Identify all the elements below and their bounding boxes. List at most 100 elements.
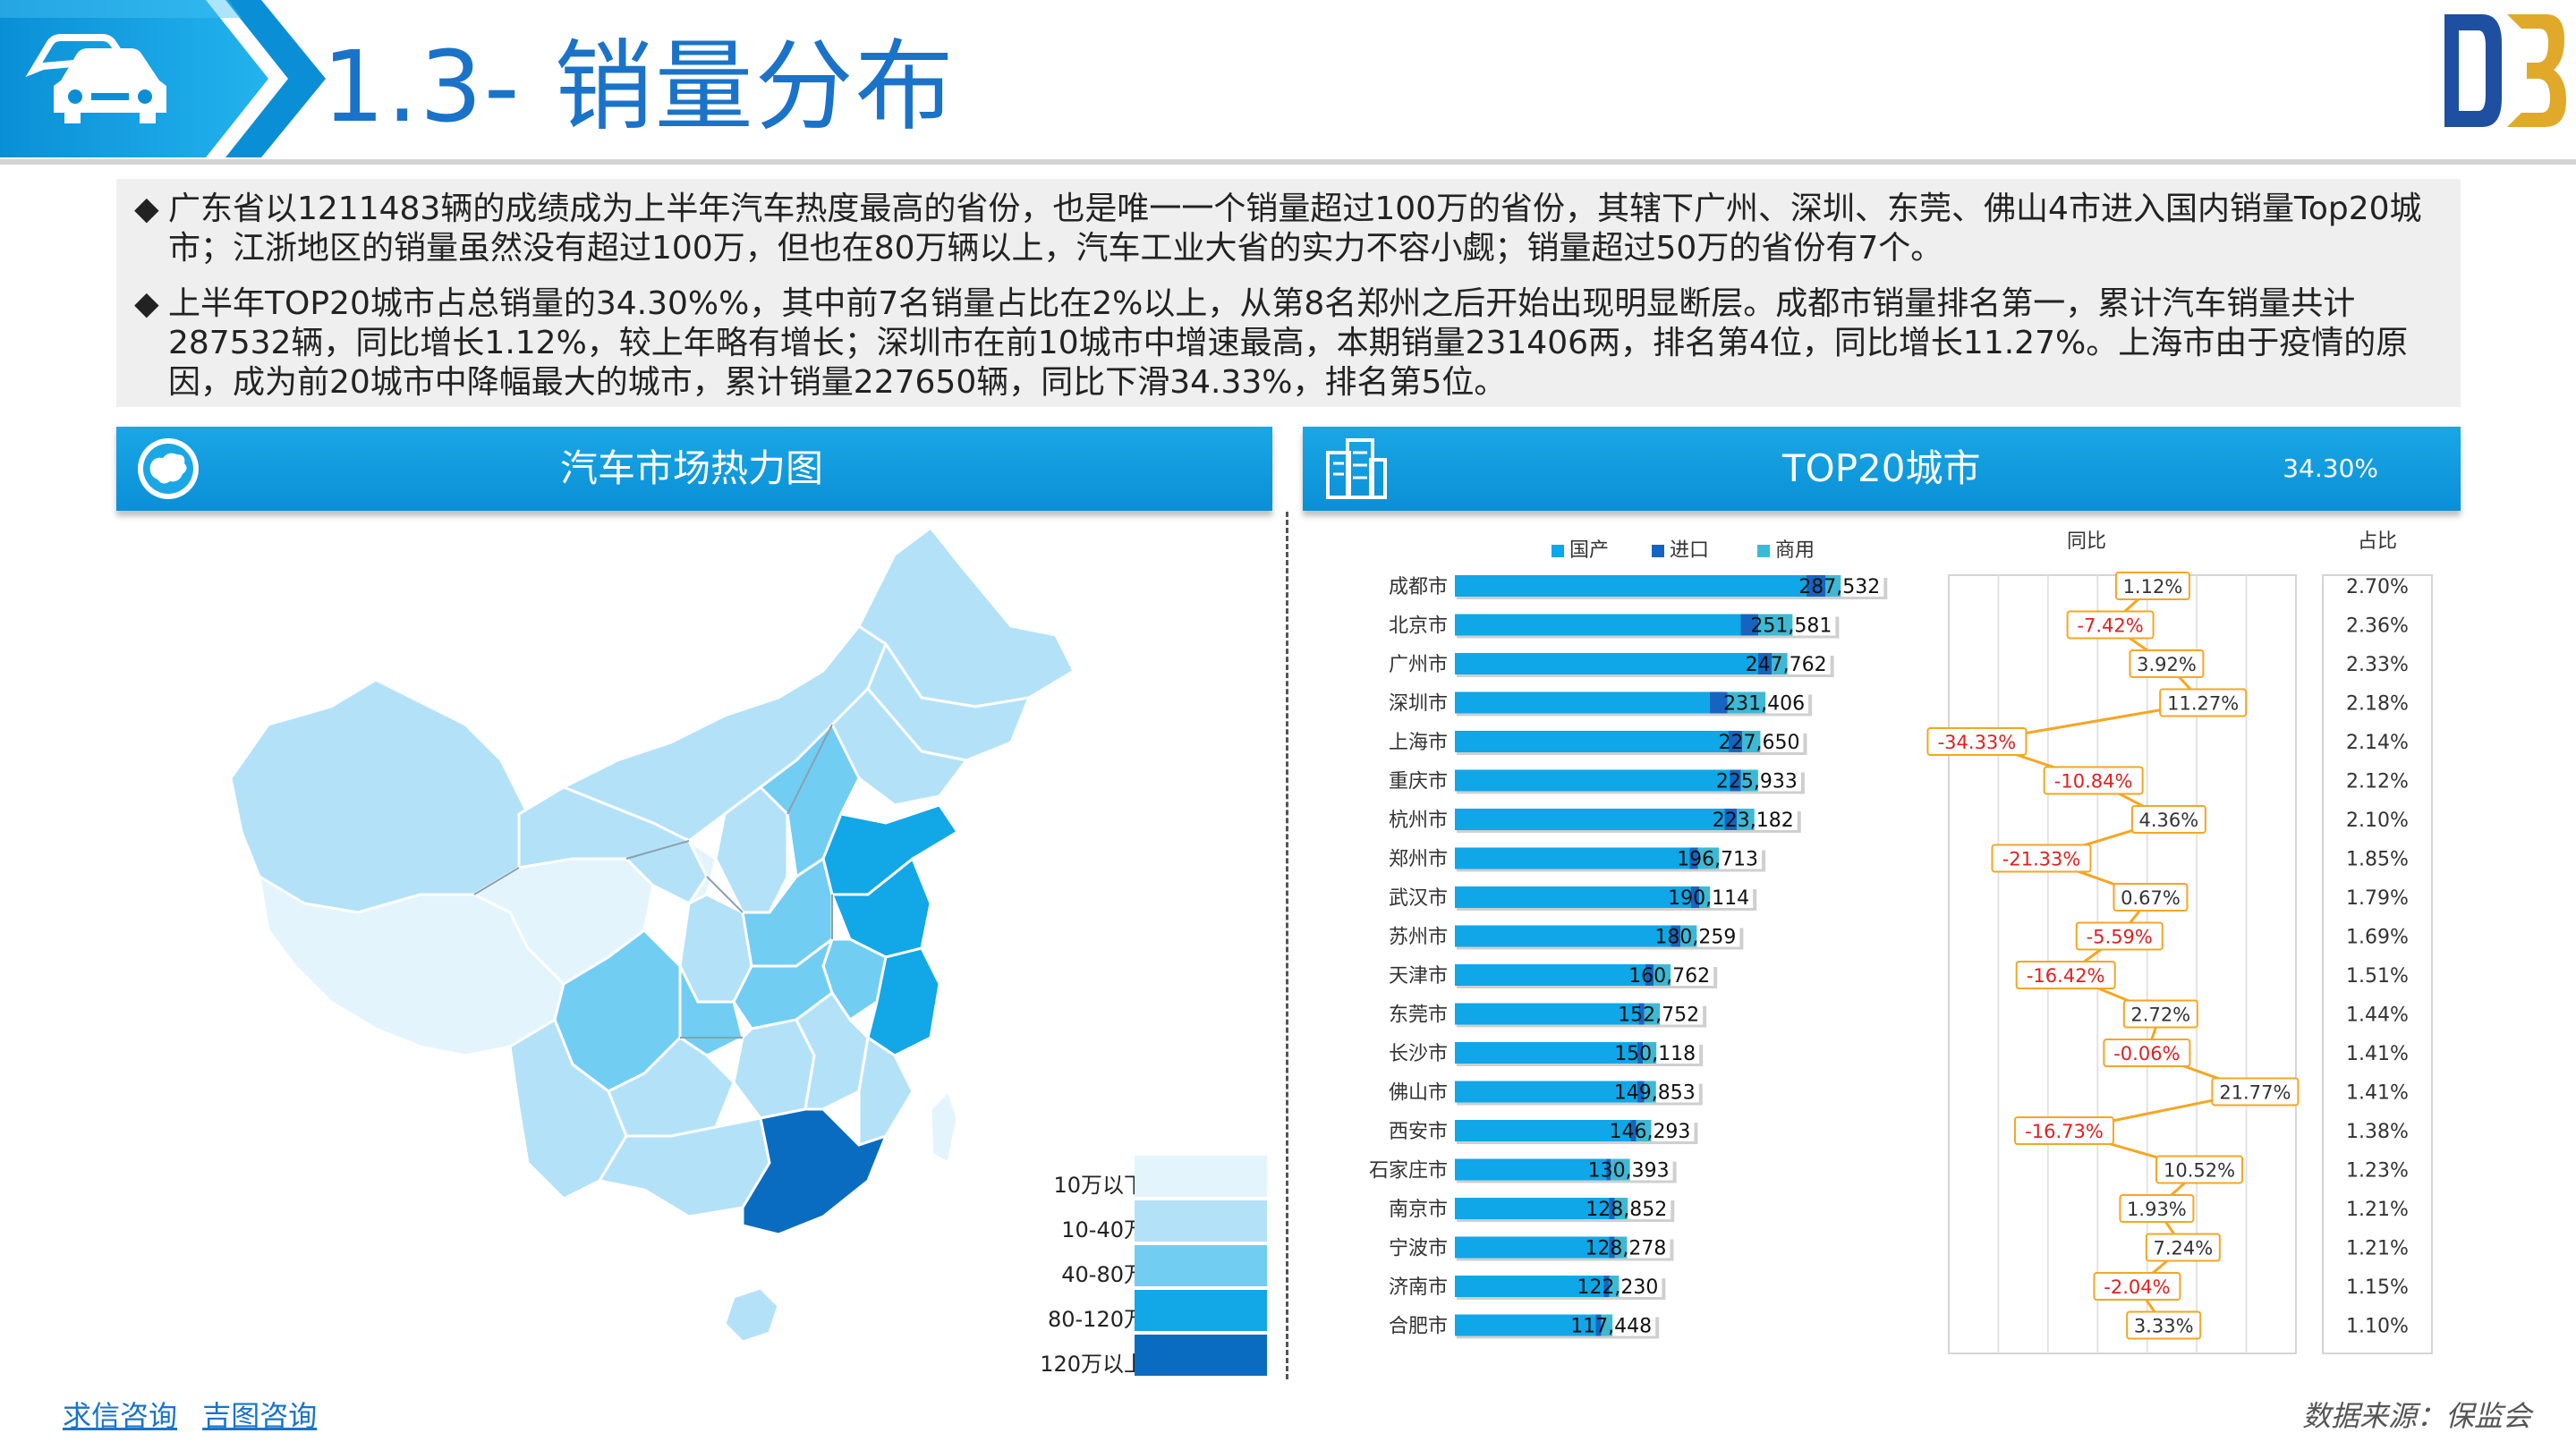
legend-label-3: 商用: [1775, 539, 1815, 562]
legend-label-1: 国产: [1569, 539, 1609, 562]
yoy-label-box: [2113, 883, 2189, 912]
yoy-label-box: [2129, 649, 2205, 678]
bar-segment-商用: [1644, 1003, 1661, 1025]
yoy-label-box: [2126, 1310, 2202, 1340]
yoy-label: -16.73%: [2025, 1121, 2104, 1142]
yoy-label-box: [2043, 766, 2144, 795]
bar-segment-国产: [1455, 614, 1741, 636]
bar-segment-国产: [1455, 1120, 1631, 1141]
panel-divider: [1286, 512, 1288, 1379]
bar-segment-商用: [1614, 1236, 1628, 1259]
bar-total-label: 130,393: [1588, 1160, 1670, 1183]
yoy-label: 10.52%: [2164, 1160, 2235, 1182]
chart-legend: 国产 进口 商用: [1552, 539, 1815, 562]
bar-segment-进口: [1603, 1276, 1610, 1297]
map-region-fujian: [857, 1035, 914, 1148]
brand-logo: [2444, 14, 2566, 127]
category-label: 南京市: [1389, 1199, 1448, 1221]
map-legend: 10万以下 10-40万 40-80万 80-120万 120万以上: [1022, 1156, 1267, 1381]
bar-segment-进口: [1638, 1003, 1645, 1025]
yoy-label: 1.93%: [2127, 1199, 2187, 1220]
bar-segment-进口: [1645, 964, 1654, 986]
bar-total-label: 251,581: [1750, 615, 1832, 638]
bar-total-label: 225,933: [1716, 771, 1798, 793]
yoy-label: 0.67%: [2121, 887, 2181, 909]
bar-segment-进口: [1710, 691, 1728, 714]
share-label: 1.41%: [2346, 1082, 2409, 1105]
yoy-label-box: [2159, 688, 2248, 717]
diamond-bullet-icon: ◆: [134, 285, 159, 322]
bar-total-label: 149,853: [1614, 1082, 1696, 1105]
yoy-label: 11.27%: [2167, 693, 2239, 715]
share-label: 1.21%: [2346, 1238, 2409, 1260]
header-divider: [0, 159, 2576, 165]
bar-segment-商用: [1680, 925, 1697, 947]
bar-segment-国产: [1455, 925, 1671, 947]
share-label: 1.69%: [2346, 927, 2409, 949]
yoy-label: -7.42%: [2077, 615, 2143, 637]
yoy-label-box: [2066, 610, 2155, 640]
bar-total-label: 231,406: [1723, 693, 1805, 716]
yoy-label: -21.33%: [2002, 849, 2081, 870]
bar-segment-商用: [1643, 1042, 1657, 1064]
legend-swatch-4: [1135, 1290, 1267, 1331]
category-label: 重庆市: [1389, 771, 1448, 793]
bar-segment-商用: [1644, 1081, 1656, 1103]
yoy-label: -34.33%: [1938, 732, 2017, 753]
bar-segment-国产: [1455, 1198, 1610, 1219]
map-region-xinjiang: [229, 678, 530, 914]
bar-segment-国产: [1455, 809, 1725, 830]
top20-share-total: 34.30%: [2283, 454, 2378, 483]
category-label: 广州市: [1389, 654, 1448, 676]
yoy-panel: 同比 1.12% -7.42% 3.92% 11.27% -34.33% -10.84% 4.…: [1926, 530, 2300, 1354]
bar-segment-进口: [1630, 1120, 1637, 1141]
data-source: 数据来源：保监会: [2301, 1399, 2531, 1433]
share-label: 2.36%: [2346, 615, 2409, 638]
share-label: 1.79%: [2346, 887, 2409, 910]
top20-panel-header: TOP20城市 34.30%: [1303, 427, 2461, 511]
bar-segment-商用: [1654, 964, 1671, 986]
bar-total-label: 223,182: [1713, 810, 1794, 832]
bar-segment-进口: [1637, 1081, 1645, 1103]
category-label: 宁波市: [1389, 1238, 1448, 1260]
footer-link-jitu[interactable]: 吉图咨询: [202, 1399, 318, 1433]
yoy-label-box: [2114, 572, 2190, 600]
share-label: 2.33%: [2346, 654, 2409, 676]
bar-total-label: 117,448: [1570, 1316, 1652, 1338]
bar-segment-商用: [1697, 847, 1720, 869]
share-label: 1.15%: [2346, 1276, 2409, 1299]
yoy-label: -0.06%: [2113, 1043, 2180, 1064]
bar-segment-商用: [1772, 653, 1788, 674]
china-heat-map: [229, 525, 1075, 1344]
legend-swatch-2: [1135, 1200, 1267, 1242]
bar-total-label: 128,852: [1586, 1199, 1667, 1221]
share-header: 占比: [2358, 530, 2397, 553]
legend-label-2: 10-40万: [1061, 1217, 1145, 1242]
footer-link-qiuxin[interactable]: 求信咨询: [63, 1399, 178, 1433]
yoy-label: -10.84%: [2054, 771, 2133, 793]
legend-swatch-3: [1757, 545, 1770, 557]
legend-swatch-1: [1135, 1156, 1267, 1197]
bar-segment-进口: [1671, 925, 1680, 947]
share-label: 1.10%: [2346, 1316, 2409, 1338]
bar-segment-国产: [1455, 1314, 1596, 1336]
bar-segment-商用: [1611, 1158, 1630, 1181]
bar-total-label: 180,259: [1654, 927, 1736, 949]
heatmap-panel-title: 汽车市场热力图: [560, 446, 824, 490]
category-label: 济南市: [1389, 1276, 1448, 1299]
yoy-label-box: [2130, 805, 2206, 834]
share-panel: 占比 2.70% 2.36% 2.33% 2.18% 2.14% 2.12% 2.10% 1.8…: [2322, 530, 2433, 1354]
yoy-label-box: [2119, 1194, 2195, 1223]
bar-total-label: 128,278: [1585, 1238, 1666, 1260]
bar-segment-进口: [1689, 847, 1698, 869]
yoy-label-box: [2211, 1077, 2300, 1107]
bar-total-label: 150,118: [1614, 1043, 1696, 1065]
bar-segment-国产: [1455, 1042, 1637, 1064]
footer-links: 求信咨询 吉图咨询: [63, 1394, 333, 1435]
yoy-label-box: [2145, 1233, 2221, 1262]
legend-label-5: 120万以上: [1040, 1352, 1145, 1377]
legend-swatch-2: [1652, 545, 1664, 557]
yoy-label-box: [2103, 1039, 2191, 1067]
bar-segment-国产: [1455, 886, 1691, 908]
bar-segment-进口: [1637, 1042, 1643, 1064]
